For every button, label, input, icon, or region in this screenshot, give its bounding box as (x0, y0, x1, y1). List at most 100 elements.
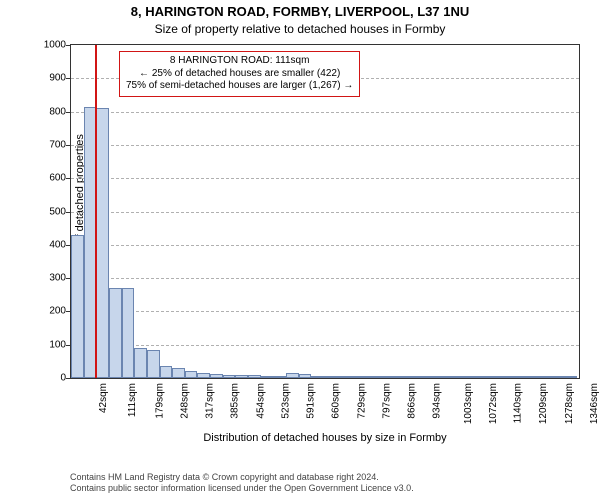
x-tick-label: 179sqm (154, 383, 165, 419)
y-tick-mark (66, 145, 70, 146)
x-tick-label: 934sqm (432, 383, 443, 419)
histogram-bar (400, 376, 413, 378)
y-tick-mark (66, 245, 70, 246)
y-tick-mark (66, 345, 70, 346)
x-tick-label: 1278sqm (564, 383, 575, 424)
x-tick-label: 591sqm (306, 383, 317, 419)
y-tick-mark (66, 212, 70, 213)
histogram-bar (425, 376, 438, 378)
x-tick-label: 729sqm (356, 383, 367, 419)
y-tick-mark (66, 178, 70, 179)
plot-area: 8 HARINGTON ROAD: 111sqm← 25% of detache… (70, 44, 580, 379)
histogram-bar (362, 376, 375, 378)
grid-line (71, 311, 579, 312)
x-tick-label: 797sqm (381, 383, 392, 419)
histogram-bar (539, 376, 552, 378)
histogram-bar (501, 376, 514, 378)
x-axis-label: Distribution of detached houses by size … (70, 432, 580, 444)
histogram-bar (299, 374, 312, 378)
highlight-line (95, 45, 97, 378)
histogram-bar (324, 376, 337, 378)
y-tick-label: 900 (16, 73, 66, 84)
histogram-bar (286, 373, 299, 378)
y-tick-label: 1000 (16, 40, 66, 51)
x-tick-label: 1003sqm (463, 383, 474, 424)
histogram-bar (71, 235, 84, 378)
y-tick-label: 700 (16, 139, 66, 150)
highlight-infobox: 8 HARINGTON ROAD: 111sqm← 25% of detache… (119, 51, 360, 97)
y-tick-label: 100 (16, 339, 66, 350)
histogram-bar (463, 376, 476, 378)
chart-subtitle: Size of property relative to detached ho… (0, 22, 600, 36)
y-tick-label: 600 (16, 173, 66, 184)
histogram-bar (109, 288, 122, 378)
y-tick-label: 400 (16, 239, 66, 250)
y-tick-label: 300 (16, 273, 66, 284)
histogram-bar (565, 376, 578, 378)
grid-line (71, 112, 579, 113)
histogram-bar (147, 350, 160, 378)
y-tick-mark (66, 378, 70, 379)
y-tick-mark (66, 311, 70, 312)
y-tick-label: 800 (16, 106, 66, 117)
y-tick-label: 200 (16, 306, 66, 317)
histogram-bar (172, 368, 185, 378)
footnote-line-1: Contains HM Land Registry data © Crown c… (70, 472, 580, 483)
chart-title: 8, HARINGTON ROAD, FORMBY, LIVERPOOL, L3… (0, 4, 600, 19)
y-tick-mark (66, 45, 70, 46)
histogram-bar (527, 376, 540, 378)
histogram-bar (96, 108, 109, 378)
grid-line (71, 278, 579, 279)
x-tick-label: 1140sqm (512, 383, 523, 423)
y-tick-mark (66, 112, 70, 113)
x-tick-label: 42sqm (98, 383, 109, 413)
histogram-bar (261, 376, 274, 378)
histogram-bar (438, 376, 451, 378)
x-tick-label: 866sqm (407, 383, 418, 419)
grid-line (71, 145, 579, 146)
histogram-bar (197, 373, 210, 378)
histogram-bar (552, 376, 565, 378)
grid-line (71, 178, 579, 179)
x-tick-label: 1346sqm (589, 383, 600, 424)
x-tick-label: 454sqm (255, 383, 266, 419)
histogram-bar (223, 375, 236, 378)
x-tick-label: 317sqm (205, 383, 216, 419)
y-tick-mark (66, 278, 70, 279)
footnote-line-2: Contains public sector information licen… (70, 483, 580, 494)
histogram-bar (387, 376, 400, 378)
x-tick-label: 248sqm (179, 383, 190, 419)
y-tick-label: 500 (16, 206, 66, 217)
x-tick-label: 385sqm (230, 383, 241, 419)
x-tick-label: 111sqm (127, 383, 138, 417)
chart-footnote: Contains HM Land Registry data © Crown c… (70, 472, 580, 494)
histogram-bar (273, 376, 286, 378)
grid-line (71, 245, 579, 246)
histogram-bar (514, 376, 527, 378)
histogram-bar (248, 375, 261, 378)
infobox-line: ← 25% of detached houses are smaller (42… (126, 68, 353, 81)
infobox-line: 75% of semi-detached houses are larger (… (126, 80, 353, 93)
histogram-bar (375, 376, 388, 378)
x-tick-label: 1209sqm (538, 383, 549, 424)
histogram-bar (337, 376, 350, 378)
x-tick-label: 523sqm (280, 383, 291, 419)
infobox-line: 8 HARINGTON ROAD: 111sqm (126, 55, 353, 68)
histogram-bar (235, 375, 248, 378)
y-tick-label: 0 (16, 373, 66, 384)
y-tick-mark (66, 78, 70, 79)
histogram-bar (160, 366, 173, 378)
x-tick-label: 1072sqm (488, 383, 499, 424)
property-size-chart: 8, HARINGTON ROAD, FORMBY, LIVERPOOL, L3… (0, 0, 600, 500)
histogram-bar (451, 376, 464, 378)
histogram-bar (210, 374, 223, 378)
histogram-bar (489, 376, 502, 378)
histogram-bar (311, 376, 324, 378)
grid-line (71, 345, 579, 346)
grid-line (71, 212, 579, 213)
histogram-bar (185, 371, 198, 378)
x-tick-label: 660sqm (331, 383, 342, 419)
histogram-bar (349, 376, 362, 378)
histogram-bar (476, 376, 489, 378)
histogram-bar (413, 376, 426, 378)
